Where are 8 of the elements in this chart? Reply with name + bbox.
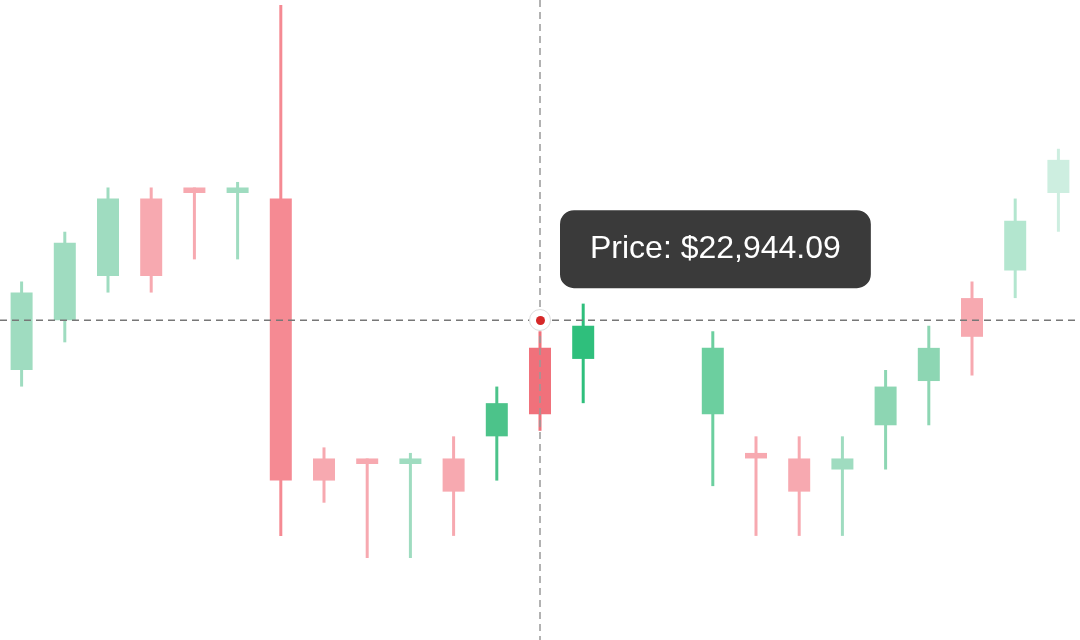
candlestick bbox=[226, 181, 249, 260]
candlestick bbox=[745, 436, 767, 536]
candlestick bbox=[356, 458, 379, 558]
candlestick bbox=[313, 447, 335, 503]
candlestick bbox=[399, 451, 422, 558]
annotation: Price: $22,944.09 bbox=[590, 229, 841, 266]
candlestick bbox=[183, 187, 206, 260]
candlestick bbox=[831, 436, 854, 536]
